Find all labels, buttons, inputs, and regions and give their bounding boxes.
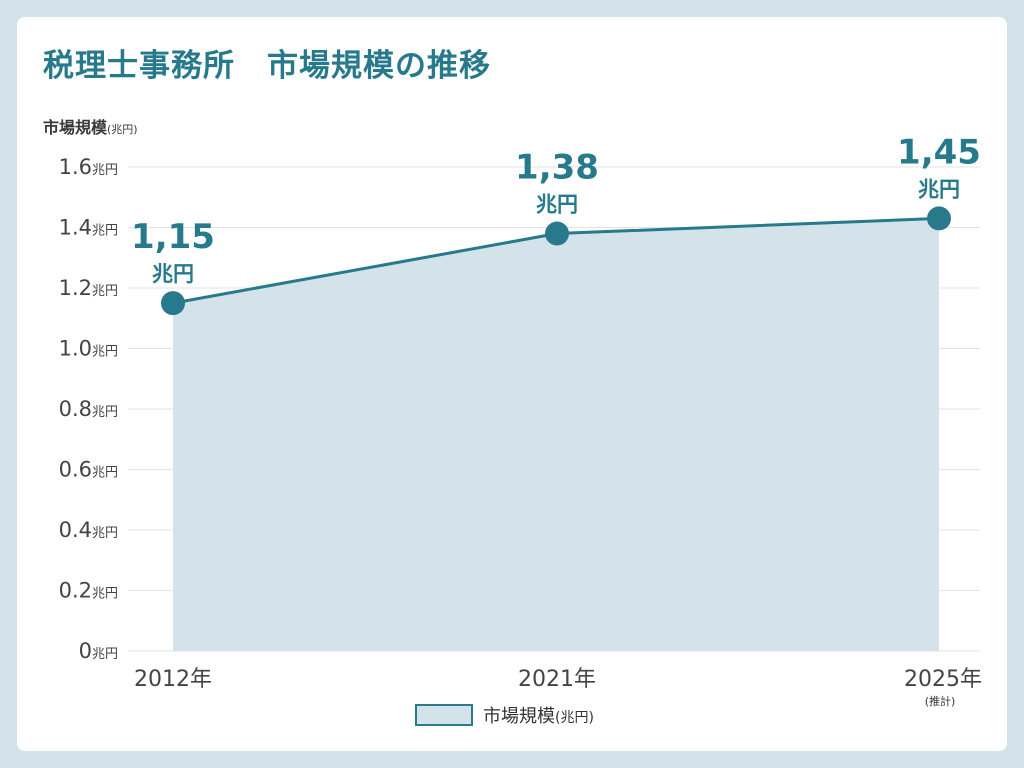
y-tick-label: 1.4兆円 xyxy=(59,216,118,240)
y-tick-value: 0.2 xyxy=(59,579,92,603)
y-tick-unit: 兆円 xyxy=(92,526,118,541)
data-point xyxy=(545,221,569,246)
y-tick-label: 0兆円 xyxy=(79,639,118,663)
y-tick-unit: 兆円 xyxy=(92,284,118,299)
chart-title: 税理士事務所 市場規模の推移 xyxy=(43,48,491,84)
legend-label: 市場規模(兆円) xyxy=(483,702,594,728)
y-tick-unit: 兆円 xyxy=(92,587,118,602)
points-layer xyxy=(161,206,951,316)
legend: 市場規模(兆円) xyxy=(415,702,594,728)
y-tick-unit: 兆円 xyxy=(92,647,118,662)
y-tick-value: 1.2 xyxy=(59,276,92,300)
y-tick-unit: 兆円 xyxy=(92,163,118,178)
x-tick-label: 2025年 xyxy=(904,667,982,692)
x-tick-labels: 2012年 2021年 2025年 xyxy=(134,667,982,692)
y-tick-unit: 兆円 xyxy=(92,405,118,420)
legend-swatch xyxy=(415,704,473,726)
y-tick-unit: 兆円 xyxy=(92,466,118,481)
area-layer xyxy=(173,218,939,652)
y-tick-unit: 兆円 xyxy=(92,224,118,239)
y-axis-label-text: 市場規模 xyxy=(43,118,108,137)
y-tick-label: 0.4兆円 xyxy=(59,518,118,542)
y-tick-value: 1.6 xyxy=(59,155,92,179)
y-tick-label: 0.2兆円 xyxy=(59,579,118,603)
y-tick-value: 1.0 xyxy=(59,337,92,361)
data-label-value: 1,38 xyxy=(515,148,599,188)
data-label-value: 1,15 xyxy=(131,217,215,257)
y-tick-label: 0.8兆円 xyxy=(59,397,118,421)
x-tick-label: 2021年 xyxy=(518,667,596,692)
y-tick-value: 0 xyxy=(79,639,92,663)
data-label-unit: 兆円 xyxy=(536,193,578,217)
y-tick-labels: 0兆円0.2兆円0.4兆円0.6兆円0.8兆円1.0兆円1.2兆円1.4兆円1.… xyxy=(59,155,118,663)
y-tick-unit: 兆円 xyxy=(92,345,118,360)
y-axis-label: 市場規模(兆円) xyxy=(43,114,138,138)
y-tick-label: 0.6兆円 xyxy=(59,458,118,482)
data-labels: 1,15 兆円 1,38 兆円 1,45 兆円 xyxy=(131,132,981,286)
y-tick-value: 0.8 xyxy=(59,397,92,421)
data-point xyxy=(927,206,951,231)
data-label-unit: 兆円 xyxy=(918,177,960,201)
y-tick-label: 1.6兆円 xyxy=(59,155,118,179)
x-tick-note-estimate: (推計) xyxy=(924,695,956,708)
data-label-unit: 兆円 xyxy=(152,262,194,286)
y-tick-label: 1.2兆円 xyxy=(59,276,118,300)
legend-unit: (兆円) xyxy=(555,710,594,726)
y-tick-value: 1.4 xyxy=(59,216,92,240)
x-tick-label: 2012年 xyxy=(134,667,212,692)
y-tick-label: 1.0兆円 xyxy=(59,337,118,361)
data-label-value: 1,45 xyxy=(897,132,981,172)
y-tick-value: 0.4 xyxy=(59,518,92,542)
y-tick-value: 0.6 xyxy=(59,458,92,482)
y-axis-unit: (兆円) xyxy=(107,123,138,136)
area-fill xyxy=(173,218,939,652)
data-point xyxy=(161,291,185,316)
legend-label-text: 市場規模 xyxy=(483,706,555,727)
